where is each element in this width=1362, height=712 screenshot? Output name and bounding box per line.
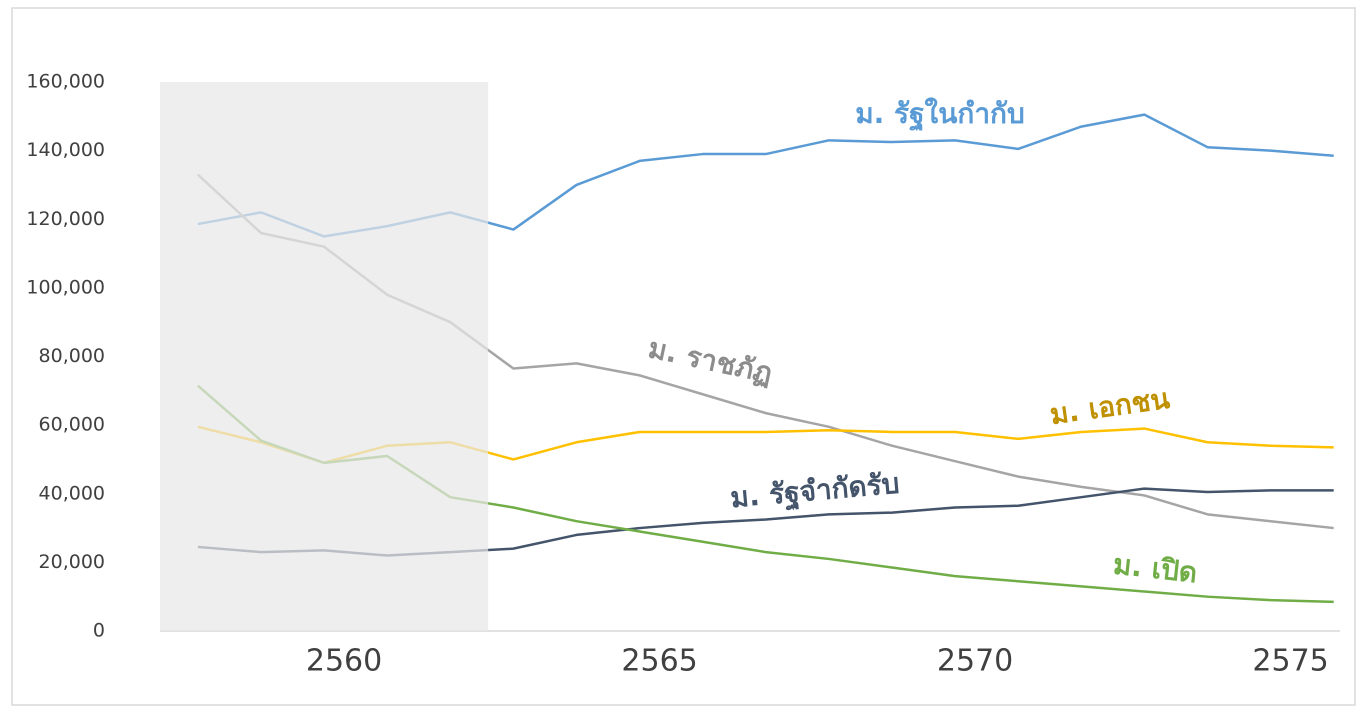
y-tick-label: 160,000: [26, 71, 105, 93]
y-tick-label: 20,000: [39, 551, 105, 573]
series-label: ม. รัฐในกำกับ: [855, 97, 1025, 132]
shaded-region: [160, 82, 489, 631]
x-tick-label: 2560: [306, 644, 382, 679]
y-tick-label: 140,000: [26, 139, 105, 161]
y-tick-label: 60,000: [39, 414, 105, 436]
y-tick-label: 40,000: [39, 482, 105, 504]
x-tick-label: 2575: [1252, 644, 1328, 679]
y-tick-label: 100,000: [26, 276, 105, 298]
y-tick-label: 80,000: [39, 345, 105, 367]
x-tick-label: 2570: [937, 644, 1013, 679]
y-tick-label: 0: [93, 620, 105, 642]
y-tick-label: 120,000: [26, 208, 105, 230]
x-tick-label: 2565: [621, 644, 697, 679]
